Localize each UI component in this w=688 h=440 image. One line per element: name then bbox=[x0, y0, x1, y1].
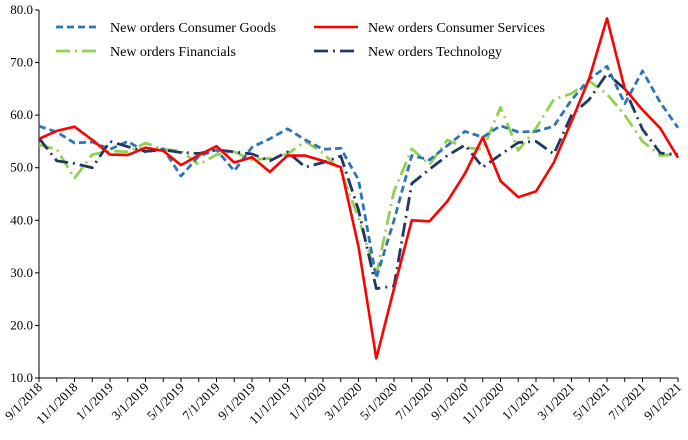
x-tick-label: 1/1/2021 bbox=[499, 380, 542, 423]
chart-legend: New orders Consumer Goods New orders Cons… bbox=[56, 21, 545, 60]
y-tick-label: 80.0 bbox=[10, 2, 33, 17]
x-tick-label: 5/1/2019 bbox=[144, 380, 187, 423]
series-line-2 bbox=[38, 79, 679, 277]
y-tick-label: 60.0 bbox=[10, 107, 33, 122]
legend-label-0: New orders Consumer Goods bbox=[110, 21, 276, 36]
legend-label-2: New orders Financials bbox=[110, 45, 236, 60]
y-tick-label: 30.0 bbox=[10, 265, 33, 280]
chart-series bbox=[37, 17, 680, 360]
x-tick-label: 3/1/2021 bbox=[534, 380, 577, 423]
legend-label-3: New orders Technology bbox=[368, 45, 502, 60]
x-axis-labels: 9/1/201811/1/20181/1/20193/1/20195/1/201… bbox=[2, 380, 684, 428]
y-tick-label: 40.0 bbox=[10, 212, 33, 227]
y-tick-label: 10.0 bbox=[10, 370, 33, 385]
series-line-3 bbox=[37, 72, 679, 291]
x-tick-label: 7/1/2020 bbox=[392, 380, 435, 423]
x-tick-label: 7/1/2021 bbox=[605, 380, 648, 423]
x-tick-label: 1/1/2020 bbox=[286, 380, 329, 423]
x-tick-label: 3/1/2020 bbox=[321, 380, 364, 423]
x-tick-label: 7/1/2019 bbox=[179, 380, 222, 423]
x-tick-label: 5/1/2021 bbox=[570, 380, 613, 423]
y-tick-label: 50.0 bbox=[10, 160, 33, 175]
x-tick-label: 1/1/2019 bbox=[73, 380, 116, 423]
y-tick-label: 20.0 bbox=[10, 317, 33, 332]
x-tick-label: 5/1/2020 bbox=[357, 380, 400, 423]
y-axis-labels: 10.0 20.0 30.0 40.0 50.0 60.0 70.0 80.0 bbox=[10, 2, 33, 385]
y-tick-label: 70.0 bbox=[10, 55, 33, 70]
legend-label-1: New orders Consumer Services bbox=[368, 21, 545, 36]
x-tick-label: 3/1/2019 bbox=[108, 380, 151, 423]
x-tick-label: 9/1/2021 bbox=[641, 380, 684, 423]
series-line-1 bbox=[38, 17, 680, 360]
chart-axes bbox=[35, 9, 679, 382]
